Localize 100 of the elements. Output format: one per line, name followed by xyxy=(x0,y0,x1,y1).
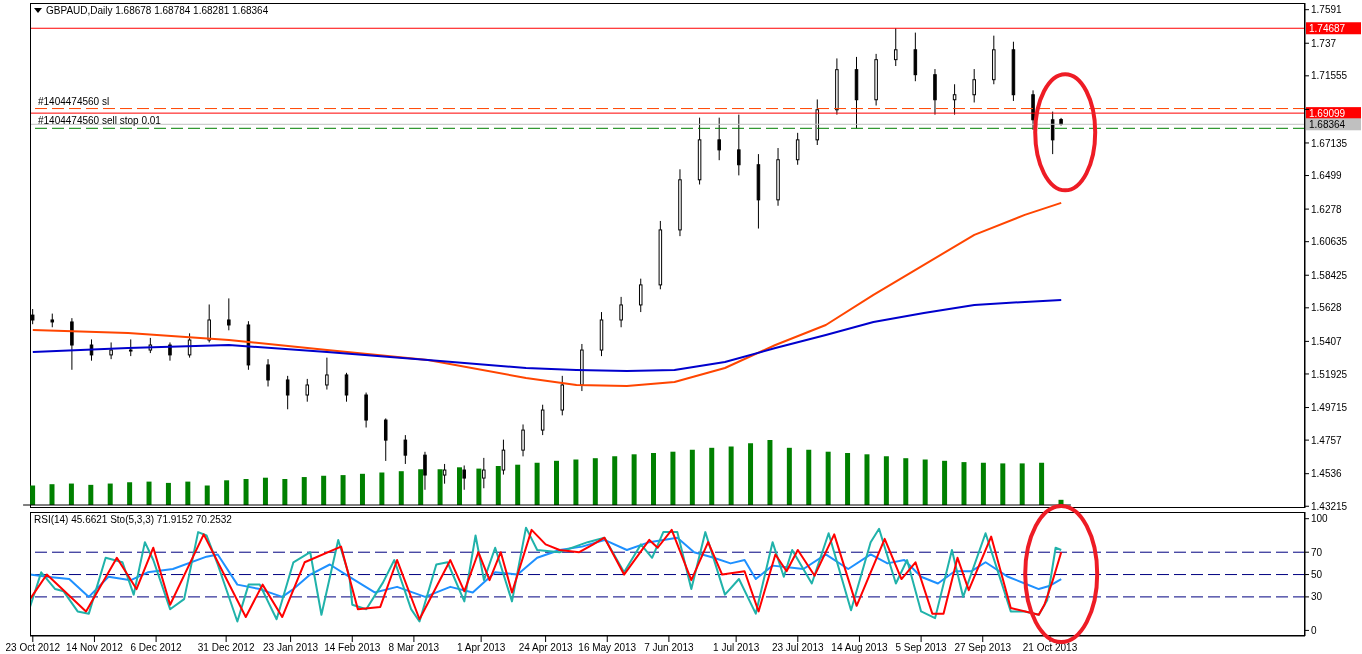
y-tick-label: 1.6499 xyxy=(1311,170,1343,182)
bar xyxy=(165,482,171,505)
candlestick xyxy=(70,317,74,371)
y-tick-label: 1.67135 xyxy=(1311,137,1348,149)
y-tick-label: 1.7591 xyxy=(1311,4,1343,16)
x-tick-label: 8 Mar 2013 xyxy=(388,642,440,654)
y-tick-label: 1.5628 xyxy=(1311,302,1343,314)
candlestick xyxy=(442,463,447,485)
y-tick-label: 1.6278 xyxy=(1311,203,1343,215)
bar xyxy=(418,469,424,505)
bar xyxy=(476,468,482,505)
bar xyxy=(107,483,113,505)
x-tick-label: 14 Aug 2013 xyxy=(831,642,888,654)
bar xyxy=(30,485,36,505)
x-tick-label: 1 Jul 2013 xyxy=(713,642,760,654)
chart-title: RSI(14) 45.6621 Sto(5,3,3) 71.9152 70.2532 xyxy=(34,514,232,525)
bar xyxy=(437,469,443,505)
candlestick xyxy=(619,296,623,328)
bar xyxy=(670,451,676,505)
bar xyxy=(204,485,210,505)
bar xyxy=(922,459,928,505)
bar xyxy=(301,477,307,505)
bar xyxy=(942,460,948,505)
x-tick-label: 23 Jan 2013 xyxy=(263,642,319,654)
candlestick xyxy=(952,83,957,116)
y-tick-label: 30 xyxy=(1311,591,1323,603)
line-series xyxy=(31,201,1063,388)
bar xyxy=(651,453,657,505)
candlestick xyxy=(795,132,800,166)
bar xyxy=(806,449,812,505)
bar xyxy=(127,482,133,505)
candlestick xyxy=(972,68,976,103)
bar xyxy=(262,477,268,505)
x-tick-label: 21 Oct 2013 xyxy=(1022,642,1078,654)
candlestick xyxy=(462,464,466,491)
bar xyxy=(359,473,365,505)
bar xyxy=(379,472,385,505)
candlestick xyxy=(1050,111,1055,155)
y-tick-label: 1.49715 xyxy=(1311,402,1348,414)
bar xyxy=(340,475,346,505)
candlestick xyxy=(109,341,113,360)
line-series xyxy=(31,298,1063,373)
ref-line-label: #1404474560 sl xyxy=(38,95,110,107)
bar xyxy=(1039,462,1045,505)
bar xyxy=(243,479,249,505)
x-tick-label: 23 Jul 2013 xyxy=(771,642,825,654)
bar xyxy=(88,484,94,505)
bar xyxy=(534,462,540,505)
bar xyxy=(631,454,637,505)
bar xyxy=(185,481,191,505)
bar xyxy=(612,456,618,505)
y-tick-label: 1.4757 xyxy=(1311,434,1343,446)
bar xyxy=(845,453,851,505)
x-tick-label: 16 May 2013 xyxy=(578,642,637,654)
bar xyxy=(980,462,986,505)
y-tick-label: 1.71555 xyxy=(1311,70,1348,82)
x-tick-label: 23 Oct 2012 xyxy=(5,642,61,654)
candlestick xyxy=(521,423,525,457)
x-tick-label: 31 Dec 2012 xyxy=(197,642,255,654)
y-tick-label: 50 xyxy=(1311,569,1323,581)
candlestick xyxy=(383,417,388,462)
bar xyxy=(495,466,501,505)
bar xyxy=(146,481,152,505)
candlestick xyxy=(737,114,741,176)
x-tick-label: 7 Jun 2013 xyxy=(644,642,695,654)
bar xyxy=(961,462,967,505)
bar xyxy=(786,447,792,505)
bar xyxy=(456,467,462,505)
x-tick-label: 6 Dec 2012 xyxy=(130,642,183,654)
candlestick xyxy=(501,439,506,476)
y-tick-label: 1.4536 xyxy=(1311,468,1343,480)
bar xyxy=(554,460,560,505)
bar xyxy=(825,451,831,505)
y-tick-label: 1.58425 xyxy=(1311,269,1348,281)
bar xyxy=(68,483,74,505)
candlestick xyxy=(423,451,427,491)
bar xyxy=(1000,463,1006,505)
candlestick xyxy=(285,375,290,410)
bar xyxy=(728,446,734,505)
bar xyxy=(709,447,715,505)
ref-line-label: 1.68364 xyxy=(1309,119,1346,131)
x-tick-label: 27 Sep 2013 xyxy=(954,642,1012,654)
candlestick xyxy=(325,357,329,391)
line-series xyxy=(30,536,1063,598)
y-tick-label: 70 xyxy=(1311,546,1323,558)
candlestick xyxy=(344,372,349,403)
bar xyxy=(767,440,773,505)
bar xyxy=(883,456,889,505)
bar xyxy=(282,479,288,505)
candlestick xyxy=(482,457,486,489)
bar xyxy=(224,480,230,505)
x-tick-label: 14 Nov 2012 xyxy=(66,642,124,654)
candlestick xyxy=(227,297,231,331)
y-tick-label: 1.51925 xyxy=(1311,368,1348,380)
bar xyxy=(1019,463,1025,505)
bar xyxy=(864,454,870,505)
candlestick xyxy=(540,404,545,436)
y-tick-label: 1.5407 xyxy=(1311,335,1343,347)
y-tick-label: 100 xyxy=(1311,513,1329,525)
y-tick-label: 0 xyxy=(1311,624,1317,636)
